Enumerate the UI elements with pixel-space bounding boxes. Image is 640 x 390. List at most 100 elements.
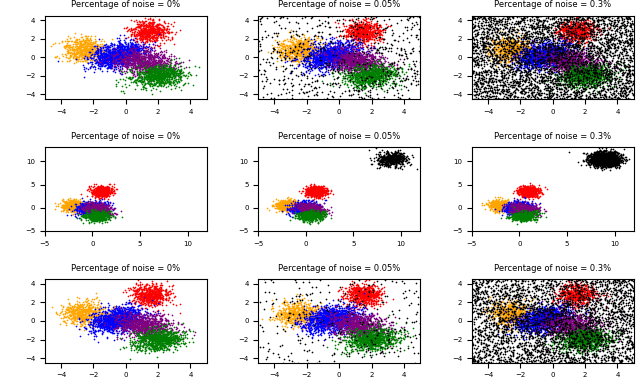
Point xyxy=(367,56,377,62)
Point xyxy=(520,214,530,220)
Point xyxy=(84,302,95,308)
Point xyxy=(598,300,608,307)
Point xyxy=(523,43,533,49)
Point xyxy=(515,80,525,87)
Point xyxy=(587,31,597,37)
Point xyxy=(373,60,383,66)
Point xyxy=(76,44,86,51)
Point xyxy=(314,64,324,70)
Point xyxy=(590,340,600,346)
Point xyxy=(91,204,101,210)
Point xyxy=(509,210,520,216)
Point xyxy=(564,44,574,50)
Point xyxy=(511,203,522,209)
Point xyxy=(555,345,565,351)
Point xyxy=(287,207,297,213)
Point xyxy=(356,56,367,62)
Point xyxy=(548,43,558,49)
Point xyxy=(305,211,316,218)
Point xyxy=(384,323,394,330)
Point xyxy=(330,316,340,322)
Point xyxy=(72,301,82,308)
Point xyxy=(308,189,319,195)
Point xyxy=(347,324,357,330)
Point xyxy=(591,154,602,161)
Point xyxy=(591,151,602,157)
Point xyxy=(602,150,612,156)
Point xyxy=(371,291,381,297)
Point xyxy=(323,49,333,55)
Point xyxy=(280,206,291,212)
Point xyxy=(591,156,602,162)
Point xyxy=(410,280,420,287)
Point xyxy=(152,291,162,297)
Point xyxy=(399,83,409,89)
Point xyxy=(80,51,90,58)
Point xyxy=(541,326,551,333)
Point xyxy=(502,358,513,364)
Point xyxy=(504,204,514,210)
Point xyxy=(320,190,330,197)
Point xyxy=(71,201,81,207)
Point xyxy=(590,363,600,369)
Point xyxy=(284,357,294,363)
Point xyxy=(570,279,580,285)
Point xyxy=(556,33,566,39)
Point xyxy=(383,162,394,168)
Point xyxy=(599,58,609,64)
Point xyxy=(382,76,392,82)
Point xyxy=(627,272,637,278)
Point xyxy=(348,323,358,330)
Point xyxy=(130,321,140,327)
Point xyxy=(81,303,91,309)
Point xyxy=(566,306,577,312)
Point xyxy=(115,54,125,60)
Point xyxy=(129,47,140,53)
Point xyxy=(531,205,541,211)
Point xyxy=(586,335,596,341)
Point xyxy=(387,328,397,334)
Point xyxy=(579,30,589,37)
Point xyxy=(516,325,526,331)
Point xyxy=(301,203,312,209)
Point xyxy=(516,64,527,70)
Point xyxy=(588,81,598,87)
Point xyxy=(350,26,360,32)
Point xyxy=(356,310,367,316)
Point xyxy=(531,48,541,54)
Point xyxy=(319,48,329,55)
Point xyxy=(525,205,535,211)
Point xyxy=(589,353,600,359)
Point xyxy=(520,46,531,52)
Point xyxy=(357,291,367,297)
Point xyxy=(170,60,180,67)
Point xyxy=(607,155,617,161)
Point xyxy=(498,305,508,312)
Point xyxy=(98,215,108,222)
Point xyxy=(173,328,183,334)
Point xyxy=(158,30,168,37)
Point xyxy=(123,309,133,315)
Point xyxy=(298,308,308,315)
Point xyxy=(575,74,586,80)
Point xyxy=(513,21,524,27)
Point xyxy=(563,62,573,68)
Point xyxy=(547,312,557,318)
Point xyxy=(561,354,571,360)
Point xyxy=(298,209,308,215)
Point xyxy=(589,337,599,343)
Point xyxy=(603,353,613,359)
Point xyxy=(151,324,161,330)
Point xyxy=(505,208,515,215)
Point xyxy=(593,75,603,81)
Point xyxy=(487,292,497,298)
Point xyxy=(593,156,603,163)
Point xyxy=(567,61,577,67)
Point xyxy=(322,310,332,317)
Point xyxy=(572,100,582,106)
Point xyxy=(326,305,337,312)
Point xyxy=(580,310,590,316)
Point xyxy=(143,67,154,74)
Point xyxy=(299,308,309,314)
Point xyxy=(535,53,545,59)
